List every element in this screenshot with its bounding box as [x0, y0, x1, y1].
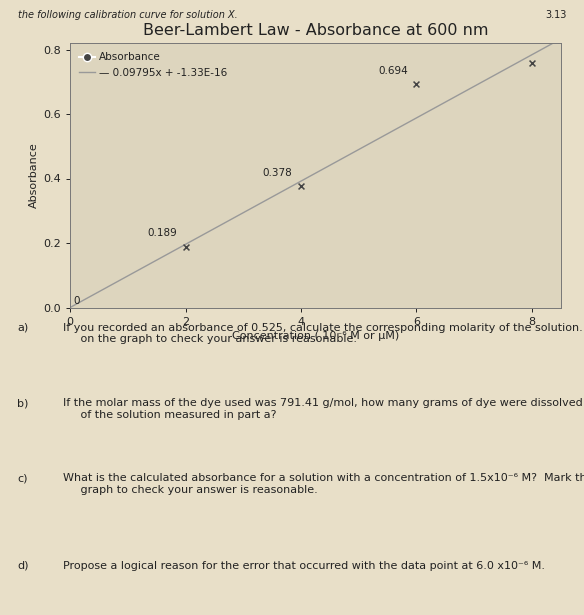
Text: Propose a logical reason for the error that occurred with the data point at 6.0 : Propose a logical reason for the error t…	[63, 561, 545, 571]
Point	[412, 79, 421, 89]
Text: d): d)	[18, 561, 29, 571]
Text: If the molar mass of the dye used was 791.41 g/mol, how many grams of dye were d: If the molar mass of the dye used was 79…	[63, 398, 584, 419]
Text: c): c)	[18, 474, 28, 483]
Text: the following calibration curve for solution X.: the following calibration curve for solu…	[18, 10, 237, 20]
Text: What is the calculated absorbance for a solution with a concentration of 1.5x10⁻: What is the calculated absorbance for a …	[63, 474, 584, 495]
Text: 0.694: 0.694	[378, 66, 408, 76]
Text: a): a)	[18, 323, 29, 333]
Legend: Absorbance, — 0.09795x + -1.33E-16: Absorbance, — 0.09795x + -1.33E-16	[75, 48, 232, 82]
Text: b): b)	[18, 398, 29, 408]
X-axis label: Concentration ( 10⁻⁶ M or μM): Concentration ( 10⁻⁶ M or μM)	[232, 331, 399, 341]
Text: 0: 0	[73, 296, 79, 306]
Point	[181, 242, 190, 252]
Text: 0.189: 0.189	[147, 229, 177, 239]
Point	[296, 181, 305, 191]
Text: 0.378: 0.378	[263, 167, 292, 178]
Point	[527, 58, 537, 68]
Text: 3.13: 3.13	[545, 10, 566, 20]
Y-axis label: Absorbance: Absorbance	[29, 143, 39, 208]
Text: If you recorded an absorbance of 0.525, calculate the corresponding molarity of : If you recorded an absorbance of 0.525, …	[63, 323, 584, 344]
Title: Beer-Lambert Law - Absorbance at 600 nm: Beer-Lambert Law - Absorbance at 600 nm	[142, 23, 488, 38]
